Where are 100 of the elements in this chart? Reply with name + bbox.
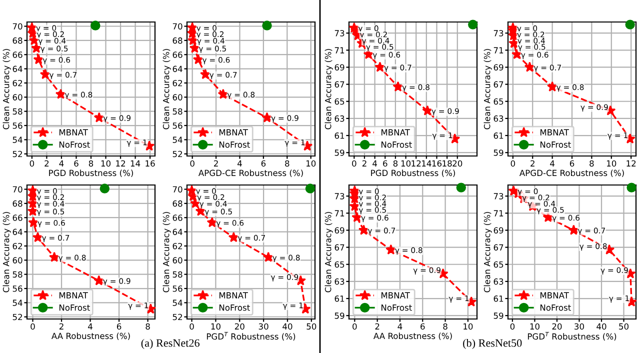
x-tick-label: 14 bbox=[130, 160, 140, 166]
y-tick-label: 62 bbox=[12, 242, 22, 250]
x-tick-label: 10 bbox=[101, 160, 111, 167]
y-tick-label: 66 bbox=[172, 52, 182, 58]
x-tick-label: 12 bbox=[412, 160, 421, 166]
y-tick-label: 58 bbox=[12, 271, 22, 278]
x-tick-label: 8 bbox=[285, 160, 290, 167]
legend-label: MBNAT bbox=[381, 292, 410, 298]
y-tick-label: 62 bbox=[172, 242, 182, 250]
x-tick-label: 2 bbox=[44, 160, 49, 166]
y-tick-label: 54 bbox=[172, 300, 182, 306]
legend-label: MBNAT bbox=[381, 129, 410, 136]
x-tick-label: 2 bbox=[214, 160, 218, 166]
y-tick-label: 65 bbox=[494, 261, 504, 268]
x-tick-label: 6 bbox=[383, 160, 388, 167]
y-tick-label: 52 bbox=[172, 150, 182, 158]
y-axis-title: Clean Accuracy (%) bbox=[162, 212, 171, 292]
y-tick-label: 70 bbox=[12, 23, 22, 30]
x-tick-label: 6 bbox=[74, 160, 78, 167]
y-tick-label: 61 bbox=[494, 295, 504, 302]
y-tick-label: 67 bbox=[334, 81, 344, 88]
x-tick-label: 0 bbox=[352, 323, 357, 330]
x-axis-title: APGD-CE Robustness (%) bbox=[198, 170, 303, 178]
x-tick-label: 16 bbox=[432, 160, 442, 167]
x-tick-label: 50 bbox=[306, 323, 316, 330]
y-tick-label: 58 bbox=[172, 108, 182, 115]
y-tick-label: 68 bbox=[12, 200, 22, 207]
x-tick-label: 6 bbox=[420, 323, 425, 330]
x-tick-label: 0 bbox=[30, 323, 35, 330]
y-tick-label: 64 bbox=[172, 228, 182, 236]
x-tick-label: 10 bbox=[401, 160, 411, 167]
x-tick-label: 10 bbox=[211, 323, 220, 330]
y-tick-label: 63 bbox=[334, 278, 344, 285]
y-tick-label: 68 bbox=[172, 37, 182, 44]
legend-label: MBNAT bbox=[219, 292, 248, 298]
y-axis-title: Clean Accuracy (%) bbox=[324, 49, 333, 130]
y-tick-label: 67 bbox=[494, 81, 504, 88]
y-tick-label: 69 bbox=[494, 64, 504, 71]
y-tick-label: 58 bbox=[12, 108, 22, 115]
x-axis-title: PGD$^{T}$ Robustness (%) bbox=[528, 332, 616, 341]
x-tick-label: 10 bbox=[530, 323, 540, 330]
y-tick-label: 67 bbox=[334, 244, 344, 251]
y-tick-label: 56 bbox=[172, 285, 182, 292]
x-tick-label: 10 bbox=[464, 323, 473, 330]
legend-label: MBNAT bbox=[219, 129, 248, 136]
legend-label: NoFrost bbox=[219, 142, 250, 148]
x-axis-title: PGD Robustness (%) bbox=[371, 170, 455, 178]
x-tick-label: 16 bbox=[146, 160, 155, 167]
y-tick-label: 58 bbox=[172, 271, 182, 278]
legend-label: NoFrost bbox=[219, 304, 250, 311]
y-tick-label: 52 bbox=[172, 314, 182, 320]
y-tick-label: 62 bbox=[172, 80, 182, 86]
y-tick-label: 66 bbox=[172, 214, 182, 221]
y-axis-title: Clean Accuracy (%) bbox=[324, 212, 333, 292]
y-tick-label: 63 bbox=[494, 115, 504, 122]
y-tick-label: 73 bbox=[334, 30, 344, 36]
legend-label: MBNAT bbox=[540, 129, 569, 136]
x-axis-title: AA Robustness (%) bbox=[52, 332, 130, 340]
y-tick-label: 59 bbox=[334, 312, 344, 319]
x-axis-title: PGD$^{T}$ Robustness (%) bbox=[206, 332, 296, 341]
y-axis-title: Clean Accuracy (%) bbox=[484, 49, 492, 130]
x-tick-label: 4 bbox=[372, 160, 377, 166]
y-tick-label: 52 bbox=[12, 150, 22, 158]
legend-label: MBNAT bbox=[59, 129, 88, 136]
x-tick-label: 0 bbox=[30, 160, 34, 167]
y-tick-label: 64 bbox=[12, 66, 22, 72]
x-tick-label: 4 bbox=[398, 323, 402, 330]
x-tick-label: 8 bbox=[590, 160, 594, 167]
x-tick-label: 50 bbox=[619, 323, 629, 330]
x-tick-label: 12 bbox=[116, 160, 125, 166]
y-tick-label: 64 bbox=[12, 228, 22, 236]
x-tick-label: 0 bbox=[190, 160, 194, 167]
x-tick-label: 2 bbox=[375, 323, 380, 330]
x-tick-label: 0 bbox=[510, 160, 516, 167]
x-tick-label: 0 bbox=[352, 160, 356, 167]
y-tick-label: 54 bbox=[12, 136, 22, 143]
legend-label: MBNAT bbox=[59, 292, 88, 298]
y-tick-label: 65 bbox=[494, 98, 504, 105]
y-tick-label: 59 bbox=[334, 150, 344, 156]
x-tick-label: 10 bbox=[607, 160, 616, 167]
y-tick-label: 70 bbox=[12, 186, 22, 193]
y-tick-label: 52 bbox=[12, 314, 22, 320]
y-tick-label: 60 bbox=[172, 94, 182, 100]
x-tick-label: 0 bbox=[190, 323, 194, 330]
x-tick-label: 8 bbox=[393, 160, 398, 167]
y-tick-label: 68 bbox=[172, 200, 182, 207]
x-tick-label: 40 bbox=[596, 323, 606, 330]
y-tick-label: 56 bbox=[12, 122, 22, 129]
x-tick-label: 2 bbox=[530, 160, 534, 166]
y-tick-label: 56 bbox=[12, 285, 22, 292]
legend-label: NoFrost bbox=[381, 142, 412, 148]
x-tick-label: 6 bbox=[261, 160, 266, 167]
y-axis-title: Clean Accuracy (%) bbox=[484, 212, 492, 292]
y-tick-label: 61 bbox=[334, 132, 344, 139]
x-tick-label: 8 bbox=[88, 160, 94, 167]
x-tick-label: 30 bbox=[574, 323, 584, 330]
y-tick-label: 69 bbox=[334, 227, 344, 234]
legend-label: NoFrost bbox=[381, 304, 412, 311]
y-axis-title: Clean Accuracy (%) bbox=[2, 49, 11, 130]
x-axis-title: APGD-CE Robustness (%) bbox=[519, 170, 624, 178]
